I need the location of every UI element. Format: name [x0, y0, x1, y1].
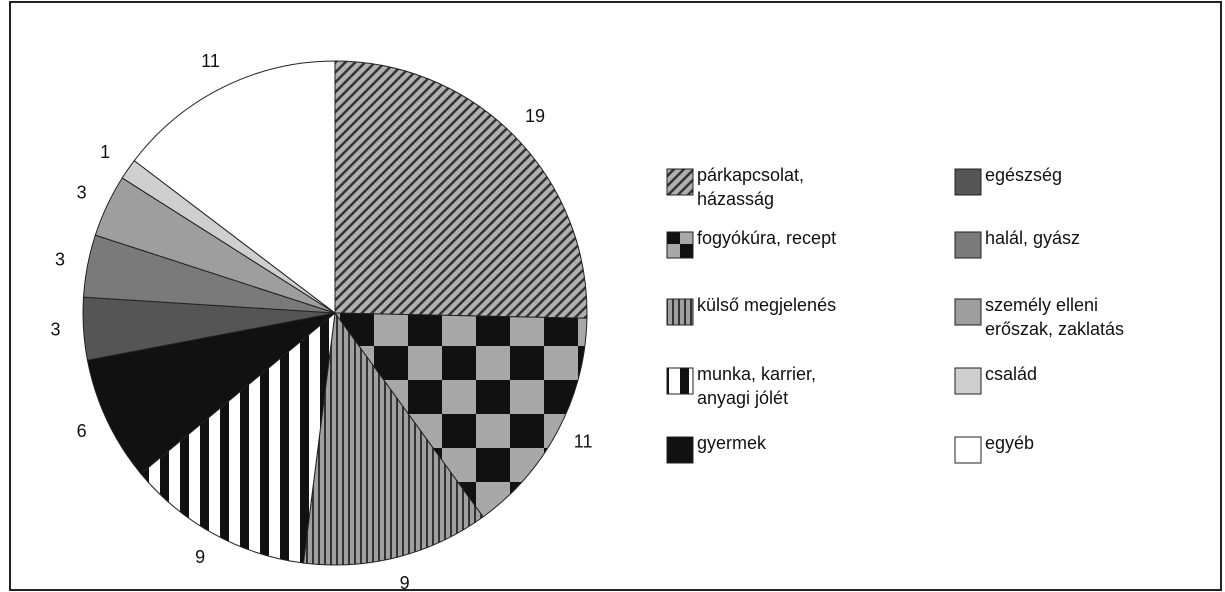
- frame: [9, 1, 1222, 591]
- legend-line: külső megjelenés: [697, 295, 836, 315]
- legend-swatch: [666, 168, 694, 196]
- legend-label: párkapcsolat, házasság: [697, 165, 804, 209]
- pie-slice: [140, 311, 336, 564]
- legend-line: fogyókúra, recept: [697, 228, 836, 248]
- legend-label: gyermek: [697, 433, 767, 453]
- legend-label: halál, gyász: [985, 228, 1080, 248]
- legend-line: személy elleni: [985, 295, 1098, 315]
- pie-slice: [133, 60, 336, 315]
- legend-line: munka, karrier,: [697, 364, 816, 384]
- legend-swatch: [666, 367, 694, 395]
- legend-swatch: [954, 367, 982, 395]
- legend-label: fogyókúra, recept: [697, 228, 836, 248]
- legend-line: anyagi jólét: [697, 388, 788, 408]
- data-label: 3: [51, 319, 61, 339]
- data-label: 9: [400, 573, 410, 592]
- data-label: 19: [525, 106, 545, 126]
- legend-line: gyermek: [697, 433, 767, 453]
- legend-line: család: [985, 364, 1037, 384]
- data-label: 11: [574, 431, 593, 451]
- legend-line: egészség: [985, 165, 1062, 185]
- legend-label: család: [985, 364, 1037, 384]
- legend-swatch: [666, 436, 694, 464]
- data-label: 1: [100, 142, 110, 162]
- legend-swatch: [954, 231, 982, 259]
- legend-swatch: [666, 231, 694, 259]
- pie-slice: [302, 311, 484, 566]
- legend-swatch: [954, 298, 982, 326]
- legend-swatch: [954, 436, 982, 464]
- legend-line: halál, gyász: [985, 228, 1080, 248]
- data-label: 9: [195, 547, 205, 567]
- legend-line: erőszak, zaklatás: [985, 319, 1124, 339]
- legend-label: egészség: [985, 165, 1062, 185]
- data-label: 6: [77, 421, 87, 441]
- legend-label: munka, karrier, anyagi jólét: [697, 364, 816, 408]
- pie-slice: [334, 312, 588, 518]
- legend-line: egyéb: [985, 433, 1034, 453]
- pie-slice: [334, 60, 588, 319]
- legend-swatch: [666, 298, 694, 326]
- legend-swatch: [954, 168, 982, 196]
- data-label: 3: [55, 249, 65, 269]
- data-label: 3: [77, 183, 87, 203]
- pie-slice: [86, 312, 336, 475]
- legend-label: egyéb: [985, 433, 1034, 453]
- legend-line: házasság: [697, 189, 774, 209]
- legend-line: párkapcsolat,: [697, 165, 804, 185]
- legend-label: külső megjelenés: [697, 295, 836, 315]
- legend-label: személy elleni erőszak, zaklatás: [985, 295, 1124, 339]
- data-label: 11: [201, 51, 220, 71]
